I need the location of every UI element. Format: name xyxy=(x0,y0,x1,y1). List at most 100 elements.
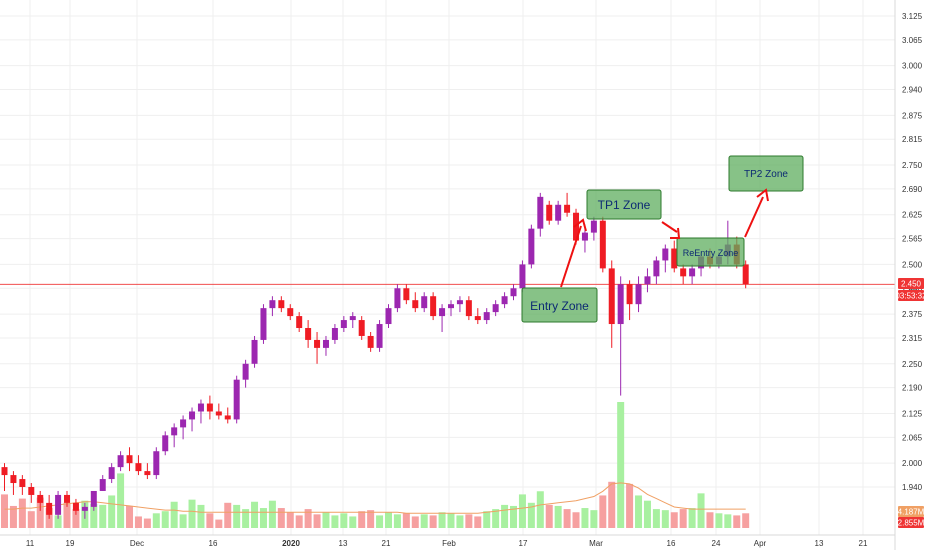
candle xyxy=(537,192,544,237)
candle xyxy=(394,284,401,313)
candle xyxy=(340,316,347,332)
tp1-zone-annotation[interactable]: TP1 Zone xyxy=(586,189,662,220)
volume-bar xyxy=(429,515,437,528)
volume-bar xyxy=(108,495,116,528)
volume-bar xyxy=(652,509,660,528)
volume-bar xyxy=(188,499,196,528)
candle xyxy=(448,300,454,317)
time-tick-label: 13 xyxy=(815,539,824,548)
price-axis[interactable]: 3.125 3.065 3.000 2.940 2.875 2.815 2.750 2.690… xyxy=(894,0,923,550)
candle xyxy=(314,331,321,364)
candle xyxy=(376,320,383,352)
candle xyxy=(81,502,88,519)
time-tick-label: Feb xyxy=(442,539,456,548)
current-price-value: 2.450 xyxy=(901,280,922,289)
volume-bar xyxy=(215,519,223,528)
candle xyxy=(180,415,187,440)
volume-bar xyxy=(608,481,616,528)
entry-zone-box xyxy=(521,287,598,323)
time-tick-label: 13 xyxy=(339,539,348,548)
price-tick-label: 3.125 xyxy=(902,12,923,21)
time-tick-label: 17 xyxy=(519,539,528,548)
price-tick-label: 2.125 xyxy=(902,409,923,418)
candle xyxy=(269,296,276,317)
time-axis[interactable]: 11 19 Dec 16 2020 13 21 Feb 17 Mar 16 24 Apr 13 21 xyxy=(0,534,895,548)
volume-bar xyxy=(438,512,446,528)
volume-bar xyxy=(447,513,455,528)
candle xyxy=(742,260,749,289)
time-tick-label: Apr xyxy=(754,539,767,548)
volume-bar xyxy=(27,511,35,528)
volume-bar xyxy=(242,509,250,528)
time-tick-label: Dec xyxy=(130,539,144,548)
volume-bar xyxy=(483,511,491,528)
candle xyxy=(144,463,151,480)
volume-bar xyxy=(742,513,750,528)
volume-bar xyxy=(99,504,107,528)
volume-bar xyxy=(643,500,651,528)
candle xyxy=(99,475,106,491)
volume-ma-value: 4.187M xyxy=(898,508,925,517)
volume-bar xyxy=(295,515,303,528)
volume-bar xyxy=(170,501,178,528)
reentry-zone-box xyxy=(676,237,745,267)
arrow-entry-to-tp1 xyxy=(560,218,587,288)
current-price-tag: 2.450 03:53:32 xyxy=(895,278,927,301)
candle xyxy=(135,455,142,476)
candle xyxy=(608,260,615,348)
candle xyxy=(171,423,178,448)
candle xyxy=(215,403,222,420)
candle xyxy=(546,200,553,225)
volume-bar xyxy=(36,497,44,528)
volume-bar xyxy=(90,503,98,528)
volume-bar xyxy=(563,509,571,528)
candle xyxy=(626,280,633,321)
candle xyxy=(72,498,79,515)
candle xyxy=(519,260,526,293)
volume-bar xyxy=(54,515,62,528)
tp2-zone-annotation[interactable]: TP2 Zone xyxy=(728,155,804,192)
volume-bar xyxy=(554,505,562,528)
volume-bar xyxy=(527,502,535,528)
candle xyxy=(662,244,669,273)
volume-bar xyxy=(18,498,26,528)
volume-tags: 4.187M 2.855M xyxy=(898,506,925,528)
volume-bar xyxy=(661,510,669,528)
candle xyxy=(358,316,365,340)
entry-zone-annotation[interactable]: Entry Zone xyxy=(521,287,598,323)
price-tick-label: 3.000 xyxy=(902,62,923,71)
entry-zone-label: Entry Zone xyxy=(530,299,589,313)
candle xyxy=(492,300,499,317)
volume-moving-average-line xyxy=(4,482,746,514)
volume-bar xyxy=(126,505,134,528)
time-tick-label: 11 xyxy=(26,539,35,548)
volume-bar xyxy=(72,509,80,528)
candle xyxy=(251,335,258,368)
candle xyxy=(233,375,240,424)
price-tick-label: 2.065 xyxy=(902,433,923,442)
volume-bar xyxy=(251,501,259,528)
reentry-zone-annotation[interactable]: ReEntry Zone xyxy=(676,237,745,267)
volume-bar xyxy=(572,512,580,528)
candle xyxy=(19,475,26,495)
candle xyxy=(46,494,53,519)
volume-bar xyxy=(617,402,625,528)
volume-bar xyxy=(206,513,214,528)
volume-bar xyxy=(697,493,705,528)
candle xyxy=(528,224,535,269)
time-tick-label: 21 xyxy=(859,539,868,548)
volume-bar xyxy=(286,512,294,528)
candle xyxy=(385,304,392,329)
volume-bar xyxy=(376,515,384,528)
candle xyxy=(671,240,678,273)
volume-bar xyxy=(456,515,464,528)
trade-path-arrows xyxy=(560,188,769,288)
candle xyxy=(555,200,562,225)
price-candles xyxy=(1,192,749,519)
volume-bar xyxy=(152,513,160,528)
candle xyxy=(260,304,267,344)
volume-bar xyxy=(501,504,509,528)
volume-bar xyxy=(367,510,375,528)
volume-bars xyxy=(1,402,750,528)
